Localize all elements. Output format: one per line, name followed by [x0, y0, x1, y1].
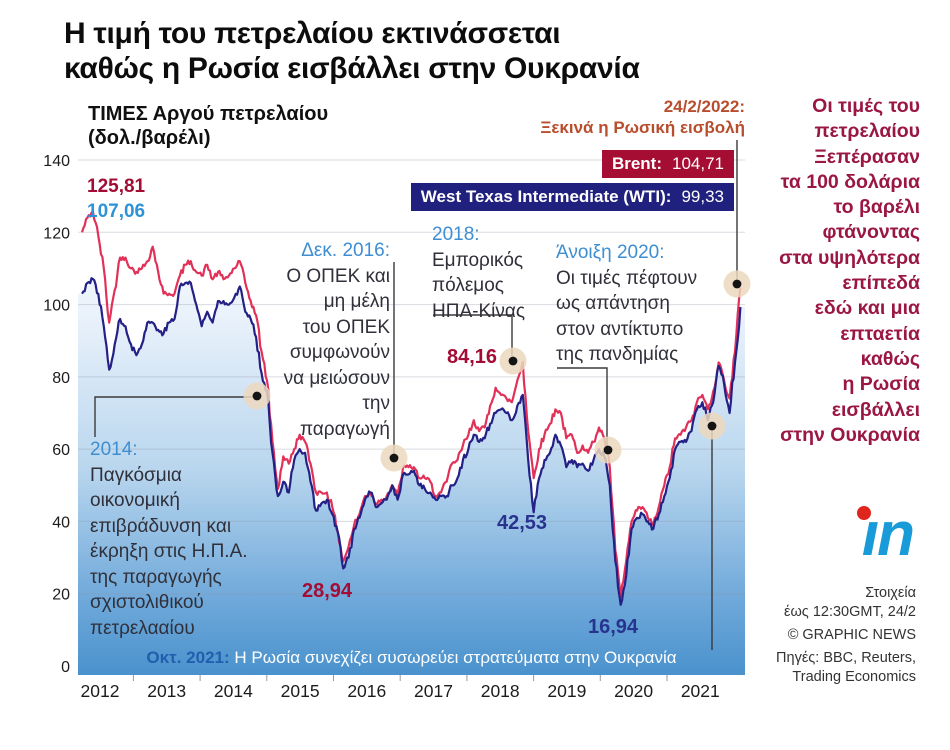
- y-axis-label: 20: [52, 587, 70, 604]
- brent-start-value: 125,81: [87, 176, 146, 197]
- event-marker-dot: [707, 421, 717, 431]
- wti-price-badge: West Texas Intermediate (WTI): 99,33: [410, 183, 734, 211]
- y-axis-label: 40: [52, 514, 70, 531]
- page-title: Η τιμή του πετρελαίου εκτινάσσεται καθώς…: [64, 17, 640, 85]
- annotation-dec-2016: Δεκ. 2016: Ο ΟΠΕΚ και μη μέλη του ΟΠΕΚ σ…: [283, 240, 390, 440]
- y-axis-label: 120: [43, 225, 70, 242]
- x-axis-label: 2016: [347, 681, 386, 701]
- y-axis-label: 60: [52, 442, 70, 459]
- annotation-spring-2020: Άνοιξη 2020: Οι τιμές πέφτουν ως απάντησ…: [556, 242, 698, 365]
- brent-price-badge: Brent: 104,71: [601, 150, 734, 178]
- wti-line: [81, 277, 742, 606]
- annotation-2018: 2018: Εμπορικός πόλεμος ΗΠΑ-Κίνας: [432, 224, 525, 322]
- annotation-leader-line: [433, 314, 513, 356]
- in-logo: ın: [833, 504, 915, 569]
- brent-label: Brent:: [611, 154, 662, 173]
- x-axis-label: 2018: [481, 681, 520, 701]
- banner-text: Η Ρωσία συνεχίζει συσωρεύει στρατεύματα …: [229, 648, 677, 667]
- x-axis-label: 2021: [681, 681, 720, 701]
- annotation-leader-line: [94, 396, 253, 437]
- x-axis-label: 2014: [214, 681, 253, 701]
- x-axis-label: 2012: [81, 681, 120, 701]
- value-label-2016-low: 28,94: [302, 580, 353, 602]
- in-logo-dot-icon: [857, 506, 871, 520]
- area-fill: [78, 278, 745, 675]
- wti-label: West Texas Intermediate (WTI):: [420, 187, 672, 206]
- event-marker-dot: [389, 453, 399, 463]
- banner-prefix: Οκτ. 2021:: [146, 648, 230, 667]
- wti-value: 99,33: [681, 187, 724, 206]
- x-axis-label: 2017: [414, 681, 453, 701]
- sources: Πηγές: BBC, Reuters, Trading Economics: [776, 650, 916, 685]
- chart-subtitle: ΤΙΜΕΣ Αργού πετρελαίου (δολ./βαρέλι): [88, 103, 329, 149]
- value-label-2020-low: 16,94: [588, 616, 639, 638]
- event-marker-dot: [732, 279, 742, 289]
- x-axis-label: 2020: [614, 681, 653, 701]
- event-marker-dot: [508, 356, 518, 366]
- value-label-2018-peak: 84,16: [447, 346, 498, 368]
- value-label-2018-low: 42,53: [497, 512, 548, 534]
- event-marker-dot: [603, 445, 613, 455]
- invasion-date-note: 24/2/2022: Ξεκινά η Ρωσική εισβολή: [540, 97, 745, 137]
- x-axis-label: 2013: [147, 681, 186, 701]
- y-axis-label: 0: [61, 659, 70, 676]
- copyright: © GRAPHIC NEWS: [787, 627, 916, 643]
- event-marker-dot: [252, 391, 262, 401]
- sidebar-headline: Οι τιμές του πετρελαίου Ξεπέρασαν τα 100…: [779, 95, 920, 446]
- y-axis-label: 140: [43, 153, 70, 170]
- oct-2021-banner: Οκτ. 2021: Η Ρωσία συνεχίζει συσωρεύει σ…: [78, 648, 745, 668]
- wti-start-value: 107,06: [87, 201, 146, 222]
- x-axis-label: 2019: [547, 681, 586, 701]
- annotation-leader-line: [557, 367, 608, 446]
- y-axis-label: 100: [43, 298, 70, 315]
- data-note: Στοιχεία έως 12:30GMT, 24/2: [784, 585, 916, 620]
- annotation-2014: 2014: Παγκόσμια οικονομική επιβράδυνση κ…: [90, 439, 248, 639]
- x-axis-label: 2015: [281, 681, 320, 701]
- brent-line: [80, 210, 742, 599]
- y-axis-label: 80: [52, 370, 70, 387]
- brent-value: 104,71: [672, 154, 724, 173]
